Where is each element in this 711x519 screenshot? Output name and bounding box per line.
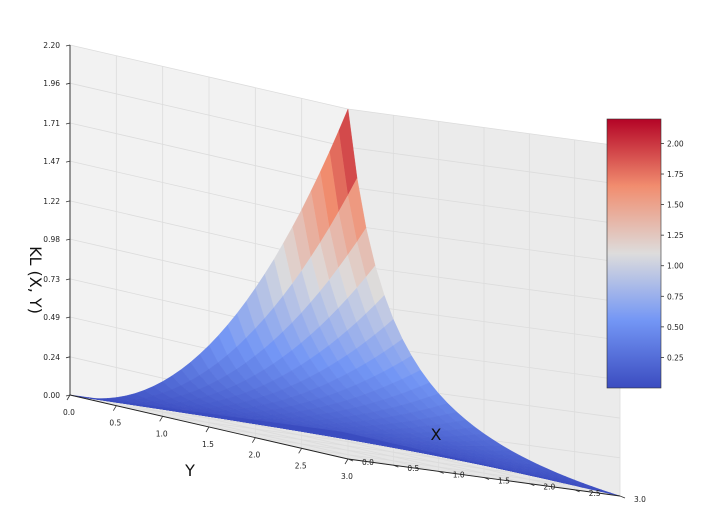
y-tick-label: 2.5: [295, 461, 307, 470]
z-tick-label: 2.20: [43, 41, 60, 50]
y-tick-mark: [159, 416, 164, 422]
y-tick-mark: [112, 405, 117, 411]
z-tick-mark: [65, 200, 71, 203]
surface-patch: [332, 430, 352, 435]
colorbar-tick-label: 0.25: [667, 353, 684, 362]
y-tick-label: 0.5: [109, 419, 121, 428]
y-tick-label: 2.0: [248, 451, 260, 460]
gridline-x: [115, 400, 394, 466]
colorbar-tick-label: 0.50: [667, 323, 684, 332]
x-tick-mark: [438, 470, 444, 474]
y-tick-mark: [66, 394, 71, 401]
z-tick-label: 0.24: [43, 353, 60, 362]
colorbar-tick-label: 0.75: [667, 292, 684, 301]
y-tick-label: 0.0: [63, 408, 75, 417]
colorbar-tick-label: 1.00: [667, 262, 684, 271]
x-tick-mark: [574, 489, 580, 493]
colorbar-tick-label: 1.50: [667, 201, 684, 210]
gridline-x: [205, 413, 485, 478]
x-tick-mark: [619, 495, 626, 499]
x-tick-mark: [529, 483, 535, 487]
z-tick-mark: [65, 82, 71, 85]
z-tick-label: 1.71: [43, 119, 60, 128]
z-tick-label: 0.00: [43, 391, 60, 400]
axis-ticks: 0.00 0.24 0.49 0.73 0.98 1.22 1.47 1.71 1.96 2.20…: [43, 41, 646, 504]
colorbar: [606, 118, 662, 389]
y-tick-label: 3.0: [341, 472, 353, 481]
x-tick-mark: [347, 458, 354, 462]
y-tick-label: 1.0: [156, 429, 168, 438]
x-axis-label: X: [431, 425, 442, 444]
z-tick-label: 1.96: [43, 79, 60, 88]
z-tick-mark: [65, 356, 71, 359]
x-tick-mark: [483, 477, 490, 480]
x-tick-label: 2.0: [543, 483, 555, 492]
z-tick-mark: [65, 160, 71, 163]
x-tick-label: 2.5: [589, 489, 601, 498]
z-tick-label: 0.49: [43, 313, 60, 322]
y-tick-mark: [344, 458, 349, 465]
z-tick-mark: [65, 44, 71, 47]
y-tick-label: 1.5: [202, 440, 214, 449]
y-tick-mark: [205, 426, 210, 433]
x-tick-mark: [393, 464, 399, 468]
z-tick-label: 0.98: [43, 235, 60, 244]
x-tick-label: 1.0: [453, 470, 465, 479]
z-tick-mark: [65, 122, 71, 125]
z-tick-mark: [65, 394, 71, 397]
colorbar-tick-label: 1.25: [667, 231, 684, 240]
y-tick-mark: [251, 437, 256, 443]
z-tick-label: 1.22: [43, 197, 60, 206]
y-tick-mark: [298, 448, 303, 454]
x-tick-label: 0.5: [407, 464, 419, 473]
gridline-x: [160, 406, 439, 472]
x-tick-label: 0.0: [362, 458, 374, 467]
y-axis-label: Y: [184, 461, 195, 480]
z-tick-mark: [65, 316, 71, 319]
colorbar-tick-label: 2.00: [667, 139, 684, 148]
colorbar-ticks: 0.25 0.50 0.75 1.00 1.25 1.50 1.75 2.00: [661, 139, 684, 362]
x-tick-label: 1.5: [498, 476, 510, 485]
z-tick-mark: [65, 238, 71, 241]
colorbar-tick-label: 1.75: [667, 170, 684, 179]
z-tick-label: 0.73: [43, 275, 60, 284]
kl-surface: [69, 108, 621, 497]
z-tick-mark: [65, 278, 71, 281]
z-axis-label: KL (X, Y): [26, 246, 45, 314]
x-tick-label: 3.0: [634, 495, 646, 504]
z-tick-label: 1.47: [43, 157, 60, 166]
